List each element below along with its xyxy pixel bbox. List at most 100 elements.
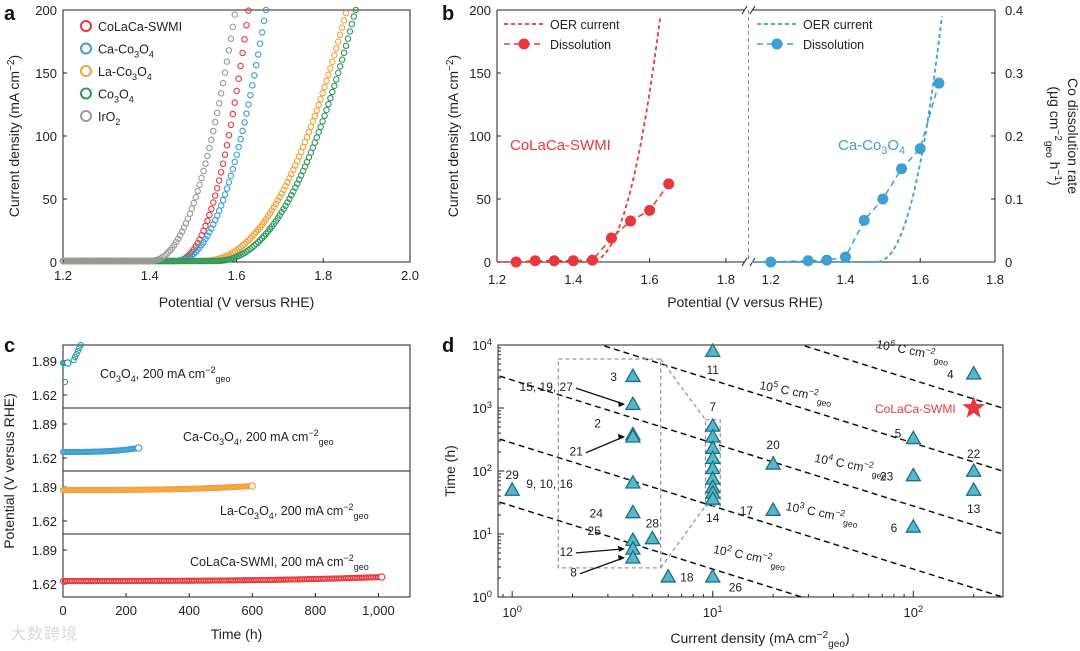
data-point <box>74 347 82 355</box>
text-part: O <box>224 430 234 444</box>
y-tick-label: 1.62 <box>32 388 57 403</box>
text-part: geo <box>319 437 334 447</box>
legend-label: Co3O4 <box>98 88 134 105</box>
text-part: C cm <box>831 454 864 474</box>
data-point <box>239 242 246 249</box>
series-CoLaCa-SWMI, 200 mA cm-2 geo <box>59 573 386 585</box>
x-tick-label: 1.6 <box>911 272 929 287</box>
data-point <box>245 7 252 14</box>
data-point <box>227 35 235 43</box>
data-point <box>346 28 354 35</box>
text-part: −2 <box>445 59 456 71</box>
data-point-label: 21 <box>570 445 584 459</box>
data-point-label: 26 <box>729 581 743 595</box>
y-tick-label: 1.62 <box>32 451 57 466</box>
data-point <box>350 13 358 20</box>
data-point <box>239 49 246 57</box>
data-point <box>247 91 254 99</box>
text-part: Ca-Co <box>98 43 134 57</box>
text-part: , 200 mA cm <box>239 430 308 444</box>
data-point-triangle <box>624 367 642 383</box>
data-point <box>333 76 340 83</box>
text-part: 2 <box>918 604 923 614</box>
text-part: 3 <box>132 72 137 82</box>
y-tick-label: 150 <box>469 66 491 81</box>
label-arrow <box>575 387 625 405</box>
data-point-triangle <box>905 430 922 445</box>
text-part: , 200 mA cm <box>274 504 343 518</box>
data-point <box>348 20 356 28</box>
data-point <box>190 250 198 257</box>
data-point <box>256 40 264 47</box>
y-axis-title: Potential (V versus RHE) <box>1 393 17 549</box>
text-part: Current density (mA cm <box>670 630 816 646</box>
data-point <box>208 205 215 213</box>
series-Ca-Co3O4, 200 mA cm-2 geo <box>59 444 143 456</box>
zoom-connector <box>660 358 706 421</box>
y-tick-label: 100 <box>35 129 57 144</box>
data-point <box>323 77 330 85</box>
dissolution-point <box>877 193 889 205</box>
data-point <box>192 194 199 201</box>
text-part: 3 <box>219 437 224 447</box>
legend-dissolution-marker <box>771 38 783 50</box>
subpanel-label: La-Co3O4, 200 mA cm−2geo <box>220 502 369 521</box>
data-point <box>319 89 326 97</box>
legend-marker <box>80 65 92 77</box>
legend-oer-label: OER current <box>550 18 620 32</box>
data-point-label: 17 <box>740 504 754 518</box>
dissolution-point <box>605 232 617 244</box>
text-part: 2 <box>115 117 120 127</box>
axis-break-mark <box>741 257 748 267</box>
data-point <box>338 56 346 63</box>
data-point <box>221 191 229 198</box>
data-point-triangle <box>704 490 721 505</box>
data-point <box>210 127 217 135</box>
text-part: −2 <box>863 458 875 470</box>
data-point <box>163 250 170 258</box>
text-part: La-Co <box>98 65 132 79</box>
x-tick-label: 400 <box>178 603 200 618</box>
text-part: C cm <box>803 503 836 523</box>
data-point <box>237 62 244 70</box>
x-tick-label: 1.4 <box>141 268 159 283</box>
data-point <box>70 356 77 364</box>
text-part: ) <box>445 55 461 60</box>
label-arrow <box>579 557 625 575</box>
data-point-label: 3 <box>610 370 617 384</box>
data-point-label: 8 <box>570 566 577 580</box>
text-part: 10 <box>785 499 801 515</box>
data-point <box>342 42 350 50</box>
x-tick-label: 0 <box>59 603 66 618</box>
data-point <box>333 45 340 52</box>
data-point <box>284 199 291 206</box>
y-axis-title: Current density (mA cm−2) <box>6 55 22 217</box>
y-tick-label: 50 <box>43 192 57 207</box>
data-point-triangle <box>504 481 521 496</box>
x-axis-title: Potential (V versus RHE) <box>159 294 315 310</box>
dissolution-line-right <box>770 82 940 263</box>
data-point <box>213 109 221 117</box>
text-part: geo <box>770 560 786 573</box>
y-tick-label: 102 <box>472 463 492 479</box>
data-point <box>204 217 211 224</box>
data-point-label: 18 <box>680 571 694 585</box>
data-point <box>198 174 205 182</box>
data-point <box>202 235 209 243</box>
label-arrowhead <box>617 401 625 408</box>
data-point <box>258 29 266 36</box>
axis-break-mark <box>741 5 748 15</box>
text-part: geo <box>842 517 858 530</box>
right-axis-title-line2: (μg cm−2geo h−1) <box>1043 86 1063 185</box>
data-point <box>204 152 211 160</box>
x-tick-label: 2.0 <box>401 268 419 283</box>
y-tick-label-right: 0.3 <box>1005 66 1023 81</box>
panel-letter-c: c <box>4 335 15 357</box>
text-part: 4 <box>828 452 835 463</box>
text-part: 4 <box>487 337 492 347</box>
x-tick-label: 1.8 <box>717 272 735 287</box>
charge-line-label: 104 C cm−2geo <box>813 449 889 482</box>
text-part: −2 <box>834 507 846 519</box>
data-point-triangle <box>965 462 982 477</box>
label-arrowhead <box>617 433 625 440</box>
